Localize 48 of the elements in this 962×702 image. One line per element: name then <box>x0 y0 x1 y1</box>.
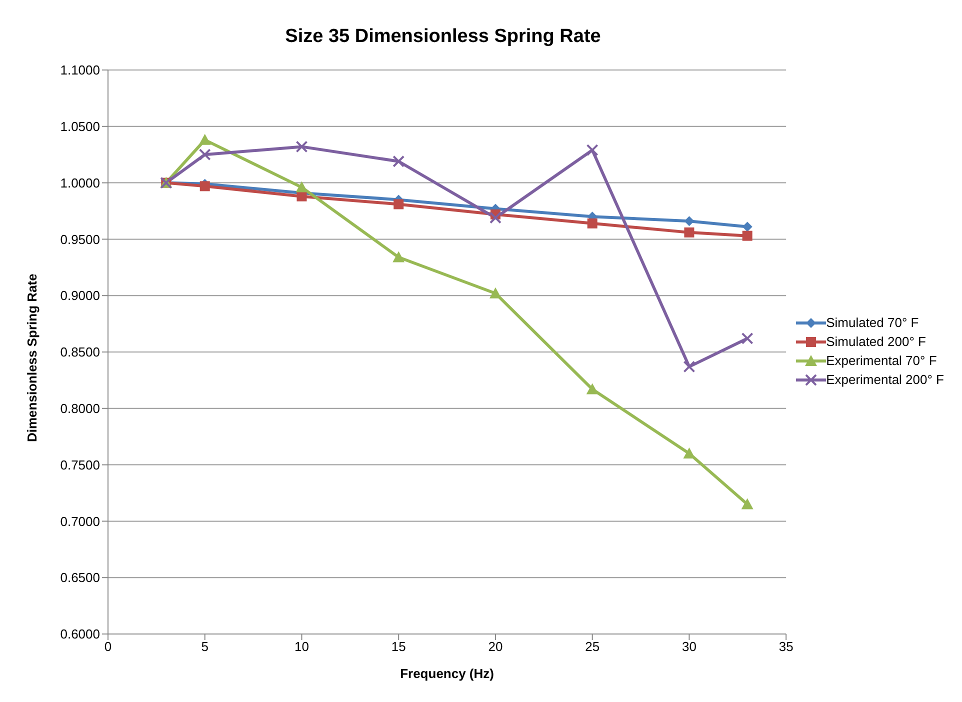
legend-label: Simulated 200° F <box>826 334 926 349</box>
point <box>296 140 308 153</box>
x-tick-label: 0 <box>104 639 112 654</box>
point <box>489 212 502 224</box>
point <box>684 216 694 226</box>
x-tick-label: 10 <box>294 639 309 654</box>
y-tick-label: 1.1000 <box>60 62 100 78</box>
y-tick-label: 0.9500 <box>60 232 100 247</box>
point <box>587 218 598 228</box>
chart-title: Size 35 Dimensionless Spring Rate <box>284 26 602 48</box>
point <box>198 148 211 161</box>
x-tick-label: 5 <box>201 639 208 654</box>
point <box>296 191 307 202</box>
legend-label: Experimental 200° F <box>826 372 944 387</box>
y-tick-label: 0.8500 <box>60 344 100 360</box>
point <box>392 251 405 262</box>
y-tick-label: 0.6500 <box>60 570 100 586</box>
point <box>683 360 696 373</box>
point <box>684 227 694 238</box>
point <box>392 155 405 168</box>
legend-label: Experimental 70° F <box>826 353 937 368</box>
point <box>394 199 404 210</box>
point <box>296 181 308 192</box>
x-axis-title: Frequency (Hz) <box>400 666 494 681</box>
point <box>198 134 211 145</box>
y-tick-label: 1.0500 <box>60 119 100 134</box>
y-tick-label: 0.9000 <box>60 288 100 304</box>
point <box>586 383 598 394</box>
point <box>586 144 598 156</box>
point <box>683 448 696 459</box>
point <box>741 498 754 510</box>
y-tick-label: 1.0000 <box>60 175 100 190</box>
y-axis-title: Dimensionless Spring Rate <box>24 274 40 442</box>
point <box>200 181 210 192</box>
y-tick-label: 0.6000 <box>60 626 100 642</box>
point <box>742 230 752 241</box>
x-tick-label: 30 <box>682 639 696 654</box>
point <box>489 287 502 298</box>
point <box>741 332 754 344</box>
y-tick-label: 0.8000 <box>60 401 100 416</box>
y-tick-label: 0.7500 <box>60 457 100 472</box>
y-tick-label: 0.7000 <box>60 514 100 529</box>
point <box>742 222 752 232</box>
x-tick-label: 15 <box>391 639 406 654</box>
x-tick-label: 25 <box>585 639 600 654</box>
x-tick-label: 20 <box>488 639 503 654</box>
legend-label: Simulated 70° F <box>826 315 919 330</box>
x-tick-label: 35 <box>778 639 794 654</box>
